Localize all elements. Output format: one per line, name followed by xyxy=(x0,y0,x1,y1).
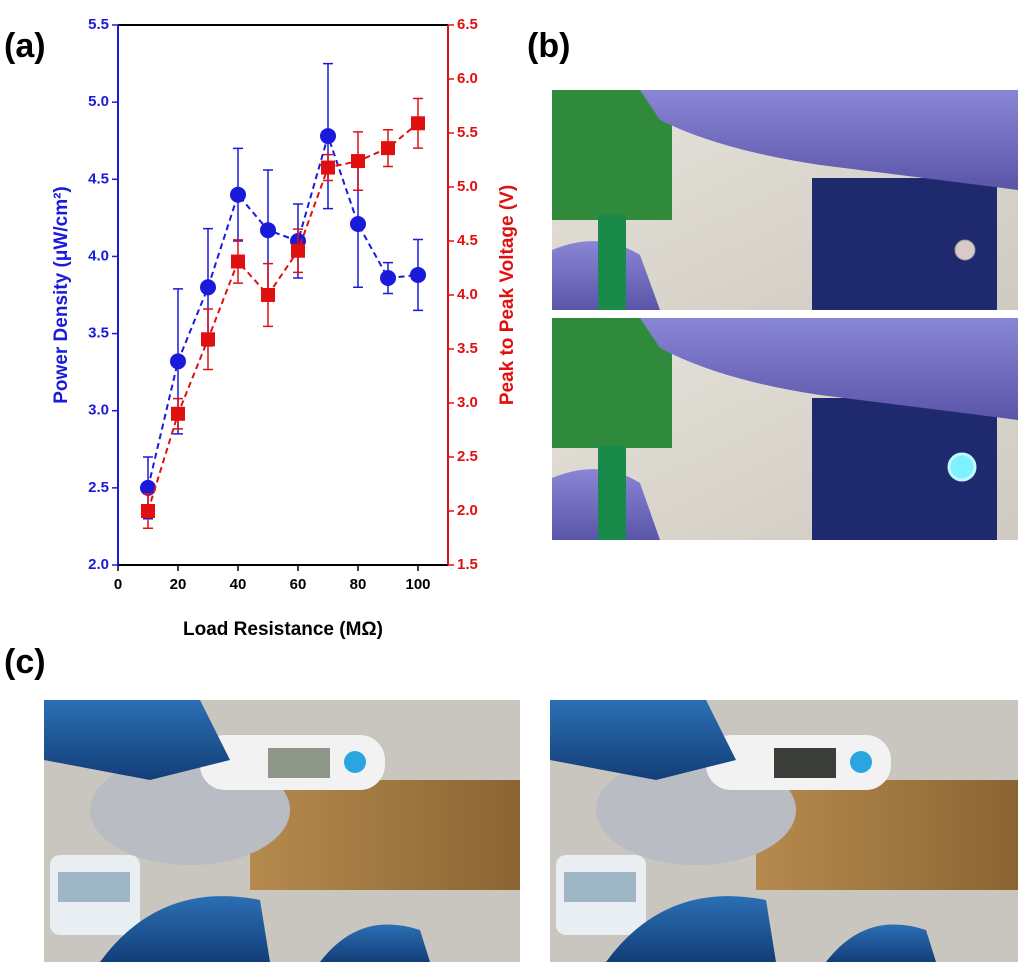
data-point xyxy=(321,160,335,175)
y2-tick-label: 2.5 xyxy=(457,448,478,465)
data-point xyxy=(230,186,246,203)
x-axis-label: Load Resistance (MΩ) xyxy=(183,619,383,640)
data-point xyxy=(261,288,275,302)
x-tick-label: 20 xyxy=(170,576,187,593)
data-point xyxy=(381,141,395,156)
panel-label: (c) xyxy=(4,643,46,681)
y2-tick-label: 6.5 xyxy=(457,16,478,33)
y2-tick-label: 2.0 xyxy=(457,502,478,519)
data-point xyxy=(171,406,185,421)
series-line xyxy=(147,132,419,489)
data-point xyxy=(351,154,365,169)
y2-tick-label: 3.0 xyxy=(457,394,478,411)
data-point xyxy=(231,254,245,269)
data-point xyxy=(411,116,425,131)
data-point xyxy=(140,479,156,496)
data-point xyxy=(410,266,426,283)
y2-axis-label: Peak to Peak Voltage (V) xyxy=(497,185,518,405)
data-point xyxy=(201,332,215,347)
data-point xyxy=(260,222,276,239)
x-tick-label: 0 xyxy=(114,576,122,593)
y2-tick-label: 4.5 xyxy=(457,232,478,249)
data-point xyxy=(141,504,155,518)
x-tick-label: 60 xyxy=(290,576,307,593)
y-tick-label: 2.0 xyxy=(88,556,109,573)
y2-tick-label: 5.0 xyxy=(457,178,478,195)
y-tick-label: 3.5 xyxy=(88,325,109,342)
photo-led-off xyxy=(552,90,1018,310)
data-point xyxy=(320,128,336,145)
series-line xyxy=(147,122,419,512)
y-axis-label: Power Density (μW/cm²) xyxy=(51,186,72,404)
y2-tick-label: 4.0 xyxy=(457,286,478,303)
y2-tick-label: 1.5 xyxy=(457,556,478,573)
x-tick-label: 40 xyxy=(230,576,247,593)
y-tick-label: 5.5 xyxy=(88,16,109,33)
y-tick-label: 4.5 xyxy=(88,170,109,187)
data-point xyxy=(170,353,186,370)
panel-label: (b) xyxy=(527,27,570,65)
panel-label: (a) xyxy=(4,27,46,65)
data-point xyxy=(200,279,216,296)
data-point xyxy=(291,243,305,258)
y-tick-label: 2.5 xyxy=(88,479,109,496)
y-tick-label: 5.0 xyxy=(88,93,109,110)
y-tick-label: 4.0 xyxy=(88,247,109,264)
photo-meter-off xyxy=(44,700,520,962)
y-tick-label: 3.0 xyxy=(88,402,109,419)
y2-tick-label: 6.0 xyxy=(457,70,478,87)
y2-tick-label: 5.5 xyxy=(457,124,478,141)
data-point xyxy=(350,216,366,233)
photo-led-on xyxy=(552,318,1018,540)
x-tick-label: 80 xyxy=(350,576,367,593)
data-point xyxy=(380,270,396,287)
photo-meter-on xyxy=(550,700,1018,962)
y2-tick-label: 3.5 xyxy=(457,340,478,357)
chart: Load Resistance (MΩ) Power Density (μW/c… xyxy=(51,16,518,640)
x-tick-label: 100 xyxy=(405,576,430,593)
